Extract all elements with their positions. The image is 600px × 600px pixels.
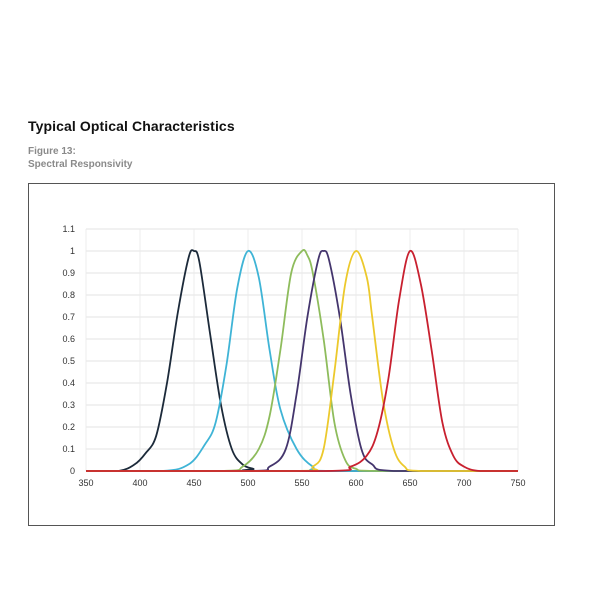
y-tick-label: 1 — [70, 246, 75, 256]
y-tick-label: 0 — [70, 466, 75, 476]
series-layer — [86, 249, 518, 472]
y-tick-label: 0.4 — [62, 378, 75, 388]
x-tick-label: 500 — [240, 478, 255, 488]
series-line-3 — [86, 249, 518, 472]
chart-frame: 0 0.1 0.2 0.3 0.4 0.5 0.6 0.7 0.8 0.9 1 1.1 350 400 45… — [28, 183, 555, 526]
series-line-6 — [86, 250, 518, 472]
y-tick-label: 0.9 — [62, 268, 75, 278]
x-tick-label: 750 — [510, 478, 525, 488]
y-tick-label: 0.1 — [62, 444, 75, 454]
x-tick-label: 700 — [456, 478, 471, 488]
y-tick-label: 0.7 — [62, 312, 75, 322]
y-tick-label: 1.1 — [62, 224, 75, 234]
figure-title: Spectral Responsivity — [28, 159, 133, 170]
x-tick-label: 350 — [78, 478, 93, 488]
x-tick-label: 600 — [348, 478, 363, 488]
spectral-responsivity-chart: 0 0.1 0.2 0.3 0.4 0.5 0.6 0.7 0.8 0.9 1 1.1 350 400 45… — [62, 224, 525, 488]
series-line-5 — [86, 250, 518, 472]
y-tick-label: 0.6 — [62, 334, 75, 344]
series-line-4 — [86, 249, 518, 472]
series-line-2 — [86, 250, 518, 472]
figure-number: Figure 13: — [28, 146, 76, 157]
x-tick-label: 450 — [186, 478, 201, 488]
section-title: Typical Optical Characteristics — [28, 118, 235, 134]
figure-caption: Figure 13: Spectral Responsivity — [28, 145, 132, 171]
x-tick-label: 650 — [402, 478, 417, 488]
y-tick-label: 0.2 — [62, 422, 75, 432]
y-tick-label: 0.5 — [62, 356, 75, 366]
series-line-1 — [86, 249, 518, 472]
y-tick-label: 0.3 — [62, 400, 75, 410]
y-tick-label: 0.8 — [62, 290, 75, 300]
x-tick-label: 400 — [132, 478, 147, 488]
x-tick-label: 550 — [294, 478, 309, 488]
